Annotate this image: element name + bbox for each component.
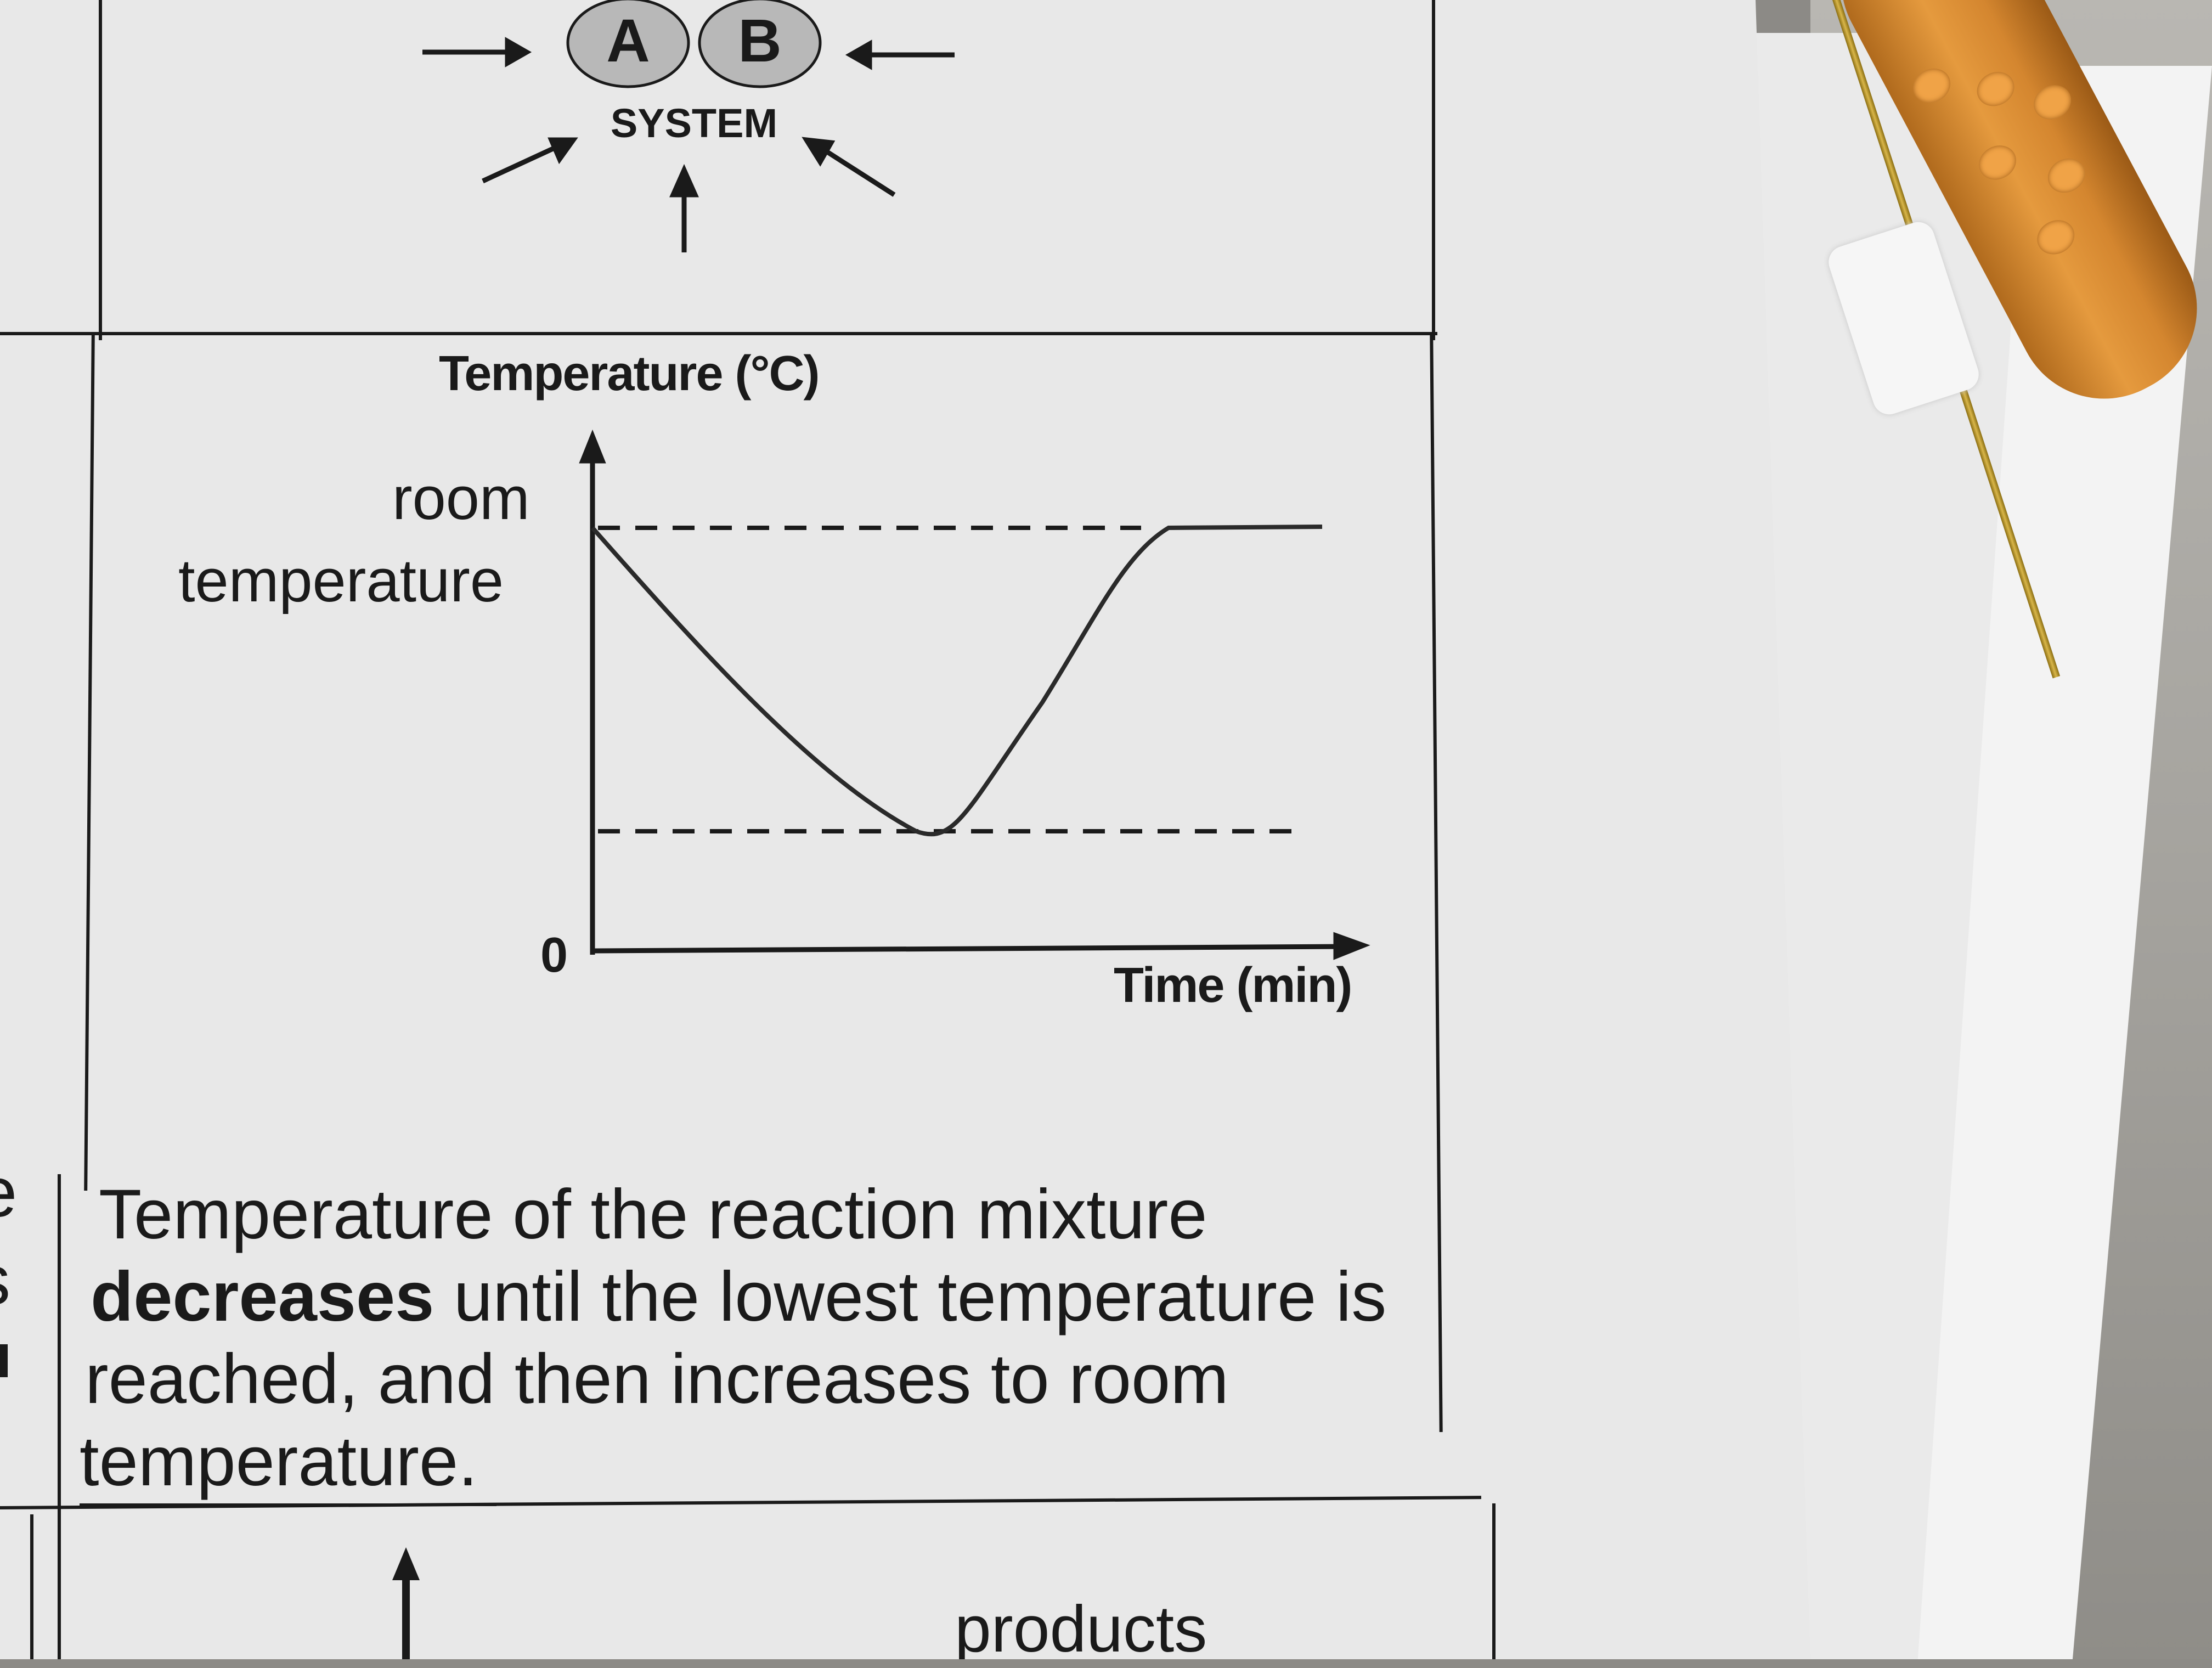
description-line1: Temperature of the reaction mixture: [99, 1175, 1207, 1254]
x-axis-title: Time (min): [1114, 958, 1352, 1013]
arrow-diagonal-icon: [824, 149, 896, 197]
circle-b: [698, 0, 822, 88]
circle-a-label: A: [606, 7, 650, 75]
y-axis-arrowhead-icon: [579, 429, 606, 464]
table-vertical-rule: [30, 1514, 33, 1659]
pen-grip-dot: [2028, 78, 2078, 126]
circle-a: [566, 0, 690, 88]
description-line4: temperature.: [80, 1422, 478, 1501]
table-vertical-rule: [1492, 1503, 1496, 1659]
pen-grip-dot: [2041, 152, 2091, 199]
table-vertical-rule: [99, 0, 102, 340]
description-line2: decreases until the lowest temperature i…: [91, 1256, 1386, 1337]
underline: [80, 1503, 496, 1506]
pen-grip-dot: [1907, 62, 1957, 110]
x-axis-arrowhead-icon: [1333, 932, 1370, 960]
margin-mark: [0, 1344, 8, 1377]
description-line2-rest: until the lowest temperature is: [434, 1258, 1387, 1336]
circle-b-label: B: [738, 7, 781, 75]
table-vertical-rule: [84, 335, 95, 1191]
pen-grip-dot: [1971, 65, 2021, 113]
description-line3: reached, and then increases to room: [85, 1340, 1229, 1418]
table-horizontal-rule: [0, 332, 1437, 335]
x-axis: [592, 944, 1350, 954]
margin-fragment: s: [0, 1240, 10, 1321]
decreases-bold: decreases: [91, 1258, 435, 1336]
system-diagram: A B SYSTEM: [422, 0, 955, 252]
margin-fragment: e: [0, 1152, 17, 1233]
y-label-room: room: [392, 465, 530, 532]
arrowhead-icon: [669, 164, 699, 198]
y-axis-title: Temperature (°C): [439, 346, 820, 401]
arrowhead-icon: [548, 137, 578, 165]
arrowhead-icon: [845, 40, 872, 70]
products-label: products: [955, 1592, 1207, 1666]
table-vertical-rule: [58, 1174, 61, 1659]
y-label-temperature: temperature: [178, 547, 504, 615]
arrowhead-icon: [505, 37, 532, 67]
temperature-curve: [591, 525, 1323, 837]
table-vertical-rule: [1430, 335, 1443, 1432]
arrow-diagonal-icon: [482, 145, 555, 184]
pen-grip-dot: [1972, 139, 2022, 187]
pen-grip-dot: [2031, 213, 2081, 261]
temperature-time-graph: [579, 429, 1370, 960]
system-label: SYSTEM: [611, 100, 777, 146]
arrowhead-icon: [802, 137, 836, 167]
origin-label: 0: [540, 928, 568, 983]
up-arrow-icon: [392, 1547, 420, 1659]
table-vertical-rule: [1432, 0, 1435, 340]
worksheet-page: A B SYSTEM Temperature (°C) room tempera…: [0, 0, 1810, 1659]
